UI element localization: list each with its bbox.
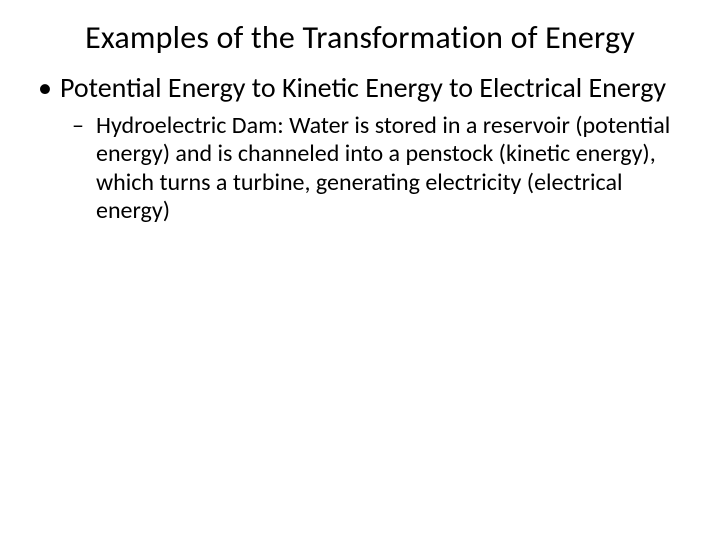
bullet-list-level1: Potential Energy to Kinetic Energy to El… (28, 71, 692, 225)
slide: Examples of the Transformation of Energy… (0, 0, 720, 540)
bullet-item: Potential Energy to Kinetic Energy to El… (60, 71, 692, 225)
bullet-text: Potential Energy to Kinetic Energy to El… (60, 70, 666, 105)
slide-title: Examples of the Transformation of Energy (28, 18, 692, 57)
bullet-list-level2: Hydroelectric Dam: Water is stored in a … (60, 112, 692, 225)
sub-bullet-item: Hydroelectric Dam: Water is stored in a … (96, 112, 692, 225)
sub-bullet-text: Hydroelectric Dam: Water is stored in a … (96, 111, 670, 225)
